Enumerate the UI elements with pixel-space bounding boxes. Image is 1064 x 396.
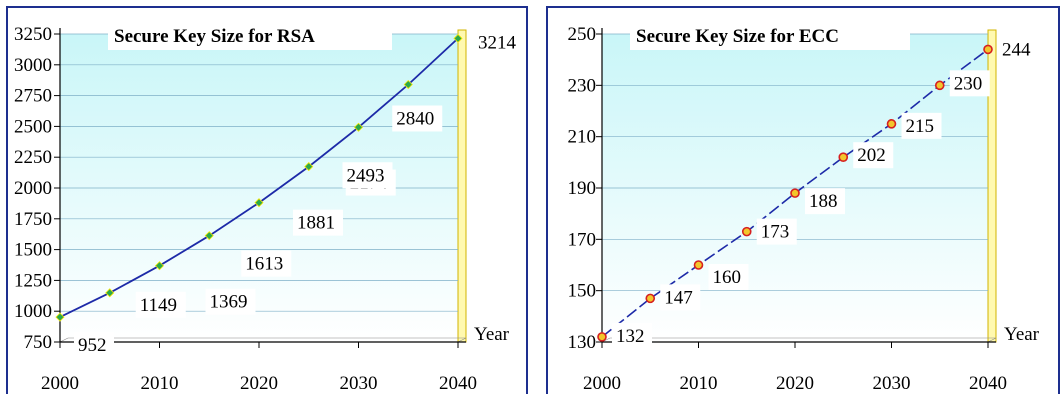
rsa-data-label-bg (205, 288, 256, 315)
ecc-data-label-bg (708, 264, 749, 290)
ecc-title-bg (630, 20, 910, 50)
rsa-data-label: 2493 (347, 165, 385, 186)
rsa-y-tick-label: 2000 (14, 178, 52, 199)
ecc-data-label: 188 (809, 191, 838, 212)
ecc-y-tick-label: 130 (568, 332, 597, 353)
ecc-data-point (838, 152, 849, 162)
ecc-data-label: 202 (857, 145, 886, 166)
ecc-data-label-bg (998, 36, 1038, 63)
rsa-data-label-bg (74, 332, 114, 359)
rsa-data-label-bg (392, 105, 443, 132)
ecc-y-tick-label: 190 (568, 178, 597, 199)
rsa-side-wall (457, 29, 467, 343)
rsa-x-axis-label: Year (474, 324, 510, 345)
rsa-data-label-bg (293, 209, 343, 236)
rsa-data-label: 952 (78, 335, 107, 356)
rsa-data-label: 1613 (245, 254, 283, 275)
rsa-data-label-bg (241, 250, 292, 277)
ecc-x-tick-label: 2000 (583, 373, 621, 394)
rsa-x-tick-label: 2010 (141, 373, 179, 394)
ecc-chart-title: Secure Key Size for ECC (636, 26, 839, 47)
ecc-data-label-bg (660, 284, 701, 311)
rsa-y-tick-label: 2250 (14, 147, 52, 168)
ecc-data-point (886, 119, 897, 129)
ecc-x-tick-label: 2030 (873, 373, 911, 394)
ecc-data-point (645, 293, 656, 304)
ecc-data-point (934, 80, 945, 91)
ecc-data-label: 160 (713, 267, 742, 288)
ecc-xlabel-bg (1000, 318, 1050, 346)
rsa-data-point (55, 312, 65, 322)
rsa-y-tick-label: 1500 (14, 240, 52, 261)
ecc-data-label: 230 (954, 73, 983, 94)
rsa-data-label-bg (135, 291, 186, 318)
ecc-y-tick-label: 230 (568, 75, 597, 96)
rsa-title-bg (108, 20, 392, 50)
rsa-data-label: 1881 (297, 213, 335, 234)
ecc-data-label-bg (612, 322, 652, 349)
ecc-data-label-bg (901, 112, 942, 139)
rsa-data-point (403, 79, 413, 90)
ecc-x-tick-label: 2020 (776, 373, 814, 394)
rsa-y-tick-label: 1750 (14, 209, 52, 230)
rsa-y-tick-label: 1000 (14, 301, 52, 322)
ecc-data-label-bg (853, 142, 894, 169)
rsa-data-point (204, 231, 214, 241)
ecc-chart: 130 150 170 190 210 230 250 2000 2010 2020 2030 204… (568, 20, 1050, 394)
ecc-y-tick-label: 150 (568, 281, 597, 302)
rsa-data-point (105, 288, 115, 298)
rsa-y-tick-label: 3250 (14, 24, 52, 45)
rsa-y-tick-label: 750 (24, 332, 53, 353)
rsa-data-point (254, 198, 264, 208)
rsa-chart-title: Secure Key Size for RSA (114, 26, 315, 47)
ecc-y-tick-label: 210 (568, 127, 597, 148)
ecc-data-label: 173 (761, 222, 790, 243)
ecc-data-label-bg (756, 218, 797, 245)
ecc-data-label: 244 (1002, 39, 1031, 60)
rsa-data-label: 1369 (210, 292, 248, 313)
rsa-data-label: 2840 (396, 109, 434, 130)
ecc-y-tick-label: 170 (568, 229, 597, 250)
ecc-data-point (597, 332, 607, 342)
rsa-xlabel-bg (470, 318, 520, 346)
ecc-data-point (790, 188, 800, 198)
rsa-y-tick-label: 2500 (14, 116, 52, 137)
ecc-data-label-bg (949, 70, 990, 97)
ecc-x-axis-label: Year (1004, 324, 1040, 345)
rsa-chart-panel: 750 1000 1250 1500 1750 2000 2250 2500 2750 3000 3… (6, 6, 528, 394)
rsa-y-tick-label: 3000 (14, 55, 52, 76)
ecc-data-label-bg (805, 188, 845, 215)
ecc-data-label: 147 (664, 287, 693, 308)
rsa-x-tick-label: 2040 (439, 373, 477, 394)
ecc-data-point (983, 44, 993, 55)
ecc-x-tick-label: 2010 (680, 373, 718, 394)
ecc-data-point (741, 226, 752, 237)
rsa-x-tick-label: 2020 (240, 373, 278, 394)
rsa-data-label-bg (342, 162, 393, 189)
rsa-data-label: 3214 (478, 32, 517, 53)
rsa-data-point (154, 261, 165, 271)
rsa-y-tick-label: 1250 (14, 270, 52, 291)
ecc-data-point (693, 260, 704, 270)
ecc-data-label: 132 (616, 326, 645, 347)
ecc-data-label: 215 (906, 116, 935, 137)
rsa-data-point (453, 33, 463, 44)
ecc-chart-panel: 130 150 170 190 210 230 250 2000 2010 2020 2030 204… (546, 6, 1060, 394)
rsa-data-point (304, 161, 314, 172)
ecc-y-tick-label: 250 (568, 24, 597, 45)
rsa-data-label: 1149 (140, 295, 177, 316)
rsa-x-tick-label: 2000 (41, 373, 79, 394)
rsa-data-label-bg (474, 29, 524, 56)
rsa-data-point (353, 122, 364, 132)
rsa-x-tick-label: 2030 (340, 373, 378, 394)
ecc-x-tick-label: 2040 (969, 373, 1007, 394)
rsa-y-tick-label: 2750 (14, 86, 52, 107)
rsa-chart: 750 1000 1250 1500 1750 2000 2250 2500 2750 3000 3… (14, 20, 524, 394)
